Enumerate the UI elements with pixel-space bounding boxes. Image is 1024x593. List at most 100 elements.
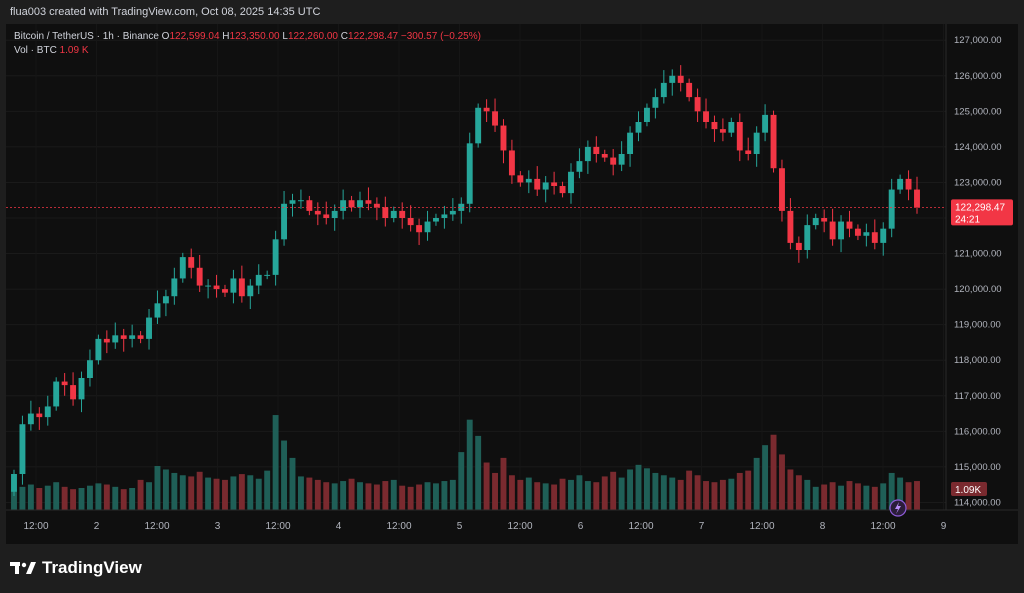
time-tick-label: 3 [215,521,221,532]
candle-body [762,114,769,133]
low-value: 122,260.00 [287,31,338,42]
price-tick-label: 118,000.00 [954,355,1001,366]
time-tick-label: 12:00 [507,521,532,532]
close-value: 122,298.47 [348,31,399,42]
time-tick-label: 9 [941,521,947,532]
candle-body [669,75,676,83]
candle-body [230,278,237,293]
candle-body [821,218,828,222]
candle-body [534,178,541,190]
volume-label[interactable]: Vol · BTC [14,45,57,56]
candle-body [618,154,625,165]
volume-bar [610,471,617,510]
volume-bar [416,484,423,510]
candle-body [264,274,271,276]
volume-bar [821,484,828,510]
volume-bar [500,457,507,510]
candle-body [542,182,549,190]
time-tick-label: 12:00 [386,521,411,532]
volume-bar [719,479,726,510]
volume-bar [542,483,549,510]
change-value: −300.57 (−0.25%) [400,31,481,42]
candle-body [652,97,659,108]
candle-body [340,200,347,211]
candle-body [390,210,397,218]
volume-bar [61,486,68,510]
volume-bar [677,479,684,510]
candle-body [593,146,600,154]
candle-body [804,225,811,250]
volume-bar [635,464,642,510]
last-price-tag: 122,298.47 24:21 [951,199,1013,226]
price-tick-label: 120,000.00 [954,284,1002,295]
volume-bar [146,482,152,510]
brand-name: TradingView [42,558,142,577]
candle-body [137,335,144,339]
candle-body [483,107,490,112]
volume-bar [475,435,482,510]
candle-body [11,474,17,492]
candle-body [854,228,861,236]
volume-bar [120,489,127,510]
volume-bar [534,482,541,510]
candle-body [120,335,127,339]
time-tick-label: 2 [94,521,100,532]
volume-bar [188,476,195,510]
price-tick-label: 124,000.00 [954,142,1002,153]
candle-body [753,132,760,154]
price-tick-label: 121,000.00 [954,249,1002,260]
time-axis[interactable]: 12:00 2 12:00 3 12:00 4 12:00 5 12:00 6 12:00 7 12:0… [23,521,946,532]
candle-body [694,97,701,112]
volume-bar [458,452,465,510]
chart-legend: Bitcoin / TetherUS · 1h · Binance O122,5… [14,30,481,58]
chart-header: flua003 created with TradingView.com, Oc… [0,0,1024,24]
volume-bar [795,475,802,510]
volume-bar [551,484,558,510]
candle-body [643,107,650,122]
volume-bar [281,440,288,510]
volume-bar [753,457,760,510]
time-tick-label: 4 [336,521,342,532]
volume-bar [264,470,271,510]
price-tick-label: 116,000.00 [954,426,1001,437]
candle-body [584,146,591,162]
candle-body [576,161,583,172]
symbol-label[interactable]: Bitcoin / TetherUS · 1h · Binance [14,31,159,42]
tradingview-logo[interactable]: TradingView [10,556,142,580]
volume-bar [762,445,769,510]
volume-bar [112,486,119,510]
price-axis[interactable]: 114,000.00 115,000.00 116,000.00 117,000.00… [954,35,1002,508]
candle-body [466,143,473,204]
high-label: H [222,31,230,42]
candle-body [441,214,448,218]
volume-bar [196,471,203,510]
lightning-icon[interactable] [889,499,907,517]
price-chart[interactable]: 114,000.00 115,000.00 116,000.00 117,000.00… [6,24,1018,544]
candle-body [703,111,709,122]
volume-bar [686,470,693,510]
chart-panel[interactable]: 114,000.00 115,000.00 116,000.00 117,000.00… [6,24,1018,544]
volume-bar [382,481,389,510]
candle-body [736,122,743,151]
volume-bar [584,481,591,510]
volume-bar [703,481,709,510]
candle-body [795,242,802,250]
volume-bar [424,482,431,510]
volume-bar [230,476,237,510]
volume-bars [11,415,920,510]
volume-bar [863,485,870,510]
volume-bar [787,469,794,510]
volume-bar [373,484,380,510]
volume-bar [660,475,667,510]
candle-body [846,221,853,229]
candle-body [770,114,777,169]
candle-body [888,189,895,229]
volume-bar [27,484,34,510]
candle-body [272,239,279,275]
volume-bar [669,477,676,510]
volume-bar [11,489,17,510]
volume-bar [888,472,895,510]
candle-body [475,107,482,144]
volume-bar [129,488,136,510]
volume-bar [154,466,161,510]
